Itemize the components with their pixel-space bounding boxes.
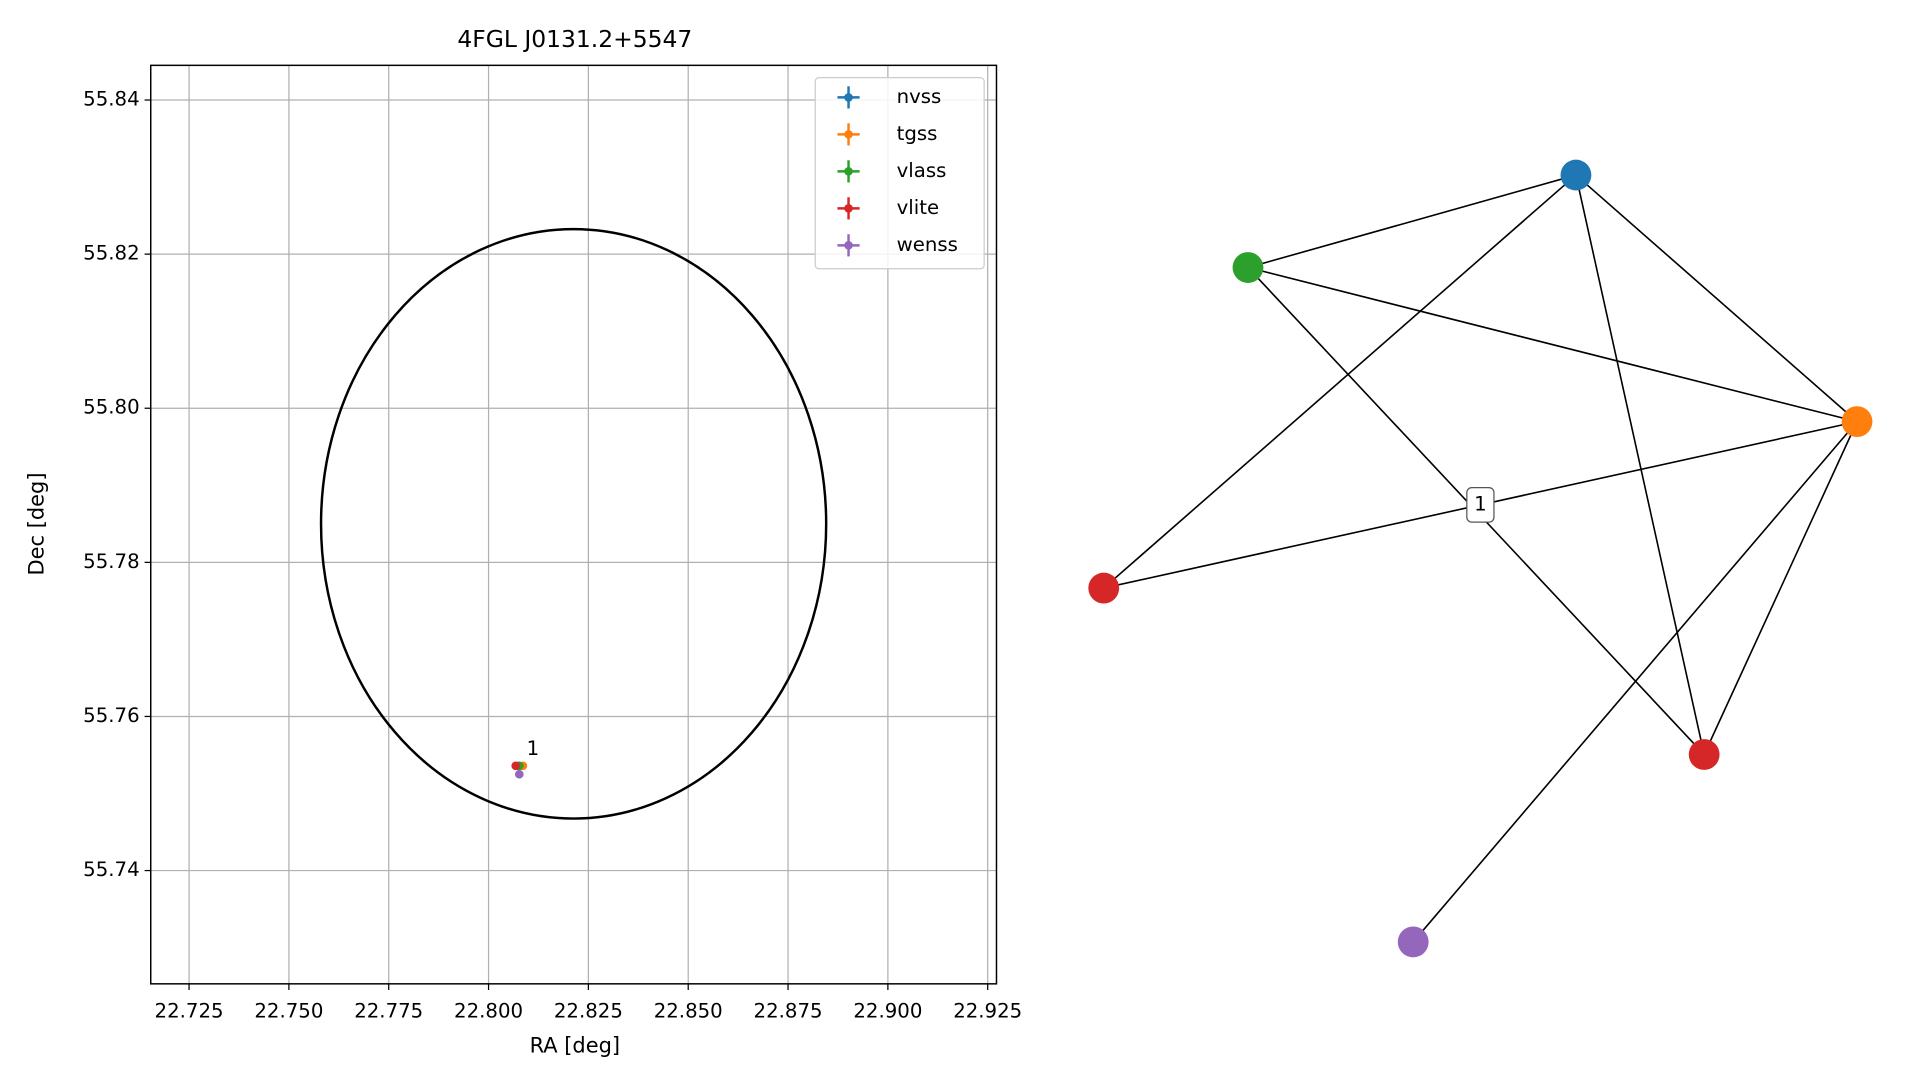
legend-label: vlass — [897, 159, 947, 182]
x-tick-label: 22.800 — [454, 1000, 523, 1023]
legend-marker — [844, 130, 853, 139]
data-point — [514, 769, 524, 779]
y-tick-label: 55.80 — [83, 396, 139, 419]
legend-box — [814, 77, 985, 270]
legend-label: vlite — [897, 196, 940, 219]
graph-edge — [1247, 266, 1858, 423]
graph-node — [1688, 739, 1720, 770]
graph-node — [1088, 572, 1120, 604]
y-tick-label: 55.78 — [83, 550, 139, 573]
graph-node — [1232, 252, 1264, 283]
graph-edge — [1575, 174, 1858, 423]
legend-marker — [844, 241, 853, 250]
graph-edge — [1575, 174, 1705, 755]
annotation: 1 — [527, 737, 540, 760]
data-point — [511, 761, 521, 771]
graph-node — [1841, 406, 1873, 438]
graph-edge — [1412, 421, 1858, 943]
graph-edge — [1103, 174, 1577, 589]
edge-label-box — [1466, 486, 1495, 523]
graph-edge — [1247, 174, 1577, 269]
graph-edge — [1703, 421, 1858, 755]
legend-marker — [844, 93, 853, 102]
x-tick-label: 22.850 — [654, 1000, 723, 1023]
y-tick-label: 55.76 — [83, 704, 139, 727]
x-axis-label: RA [deg] — [530, 1034, 620, 1058]
edge-label: 1 — [1474, 492, 1487, 515]
x-tick-label: 22.900 — [853, 1000, 922, 1023]
plot-frame — [149, 64, 998, 985]
legend-label: tgss — [897, 122, 938, 145]
x-tick-label: 22.925 — [953, 1000, 1022, 1023]
y-tick-label: 55.82 — [83, 242, 139, 265]
x-tick-label: 22.725 — [155, 1000, 224, 1023]
graph-node — [1560, 159, 1592, 191]
error-ellipse — [319, 227, 828, 820]
legend-marker — [844, 167, 853, 176]
x-tick-label: 22.875 — [754, 1000, 823, 1023]
legend-label: wenss — [897, 233, 958, 256]
legend-marker — [844, 204, 853, 213]
graph-node — [1397, 926, 1429, 958]
y-tick-label: 55.84 — [83, 88, 139, 111]
chart-title: 4FGL J0131.2+5547 — [457, 25, 692, 53]
legend: nvss tgss vlass vlite wenss — [814, 77, 985, 270]
legend-label: nvss — [897, 85, 942, 108]
x-tick-label: 22.775 — [354, 1000, 423, 1023]
y-axis-label: Dec [deg] — [24, 472, 48, 575]
x-tick-label: 22.825 — [554, 1000, 623, 1023]
y-tick-label: 55.74 — [83, 858, 139, 881]
x-tick-label: 22.750 — [254, 1000, 323, 1023]
